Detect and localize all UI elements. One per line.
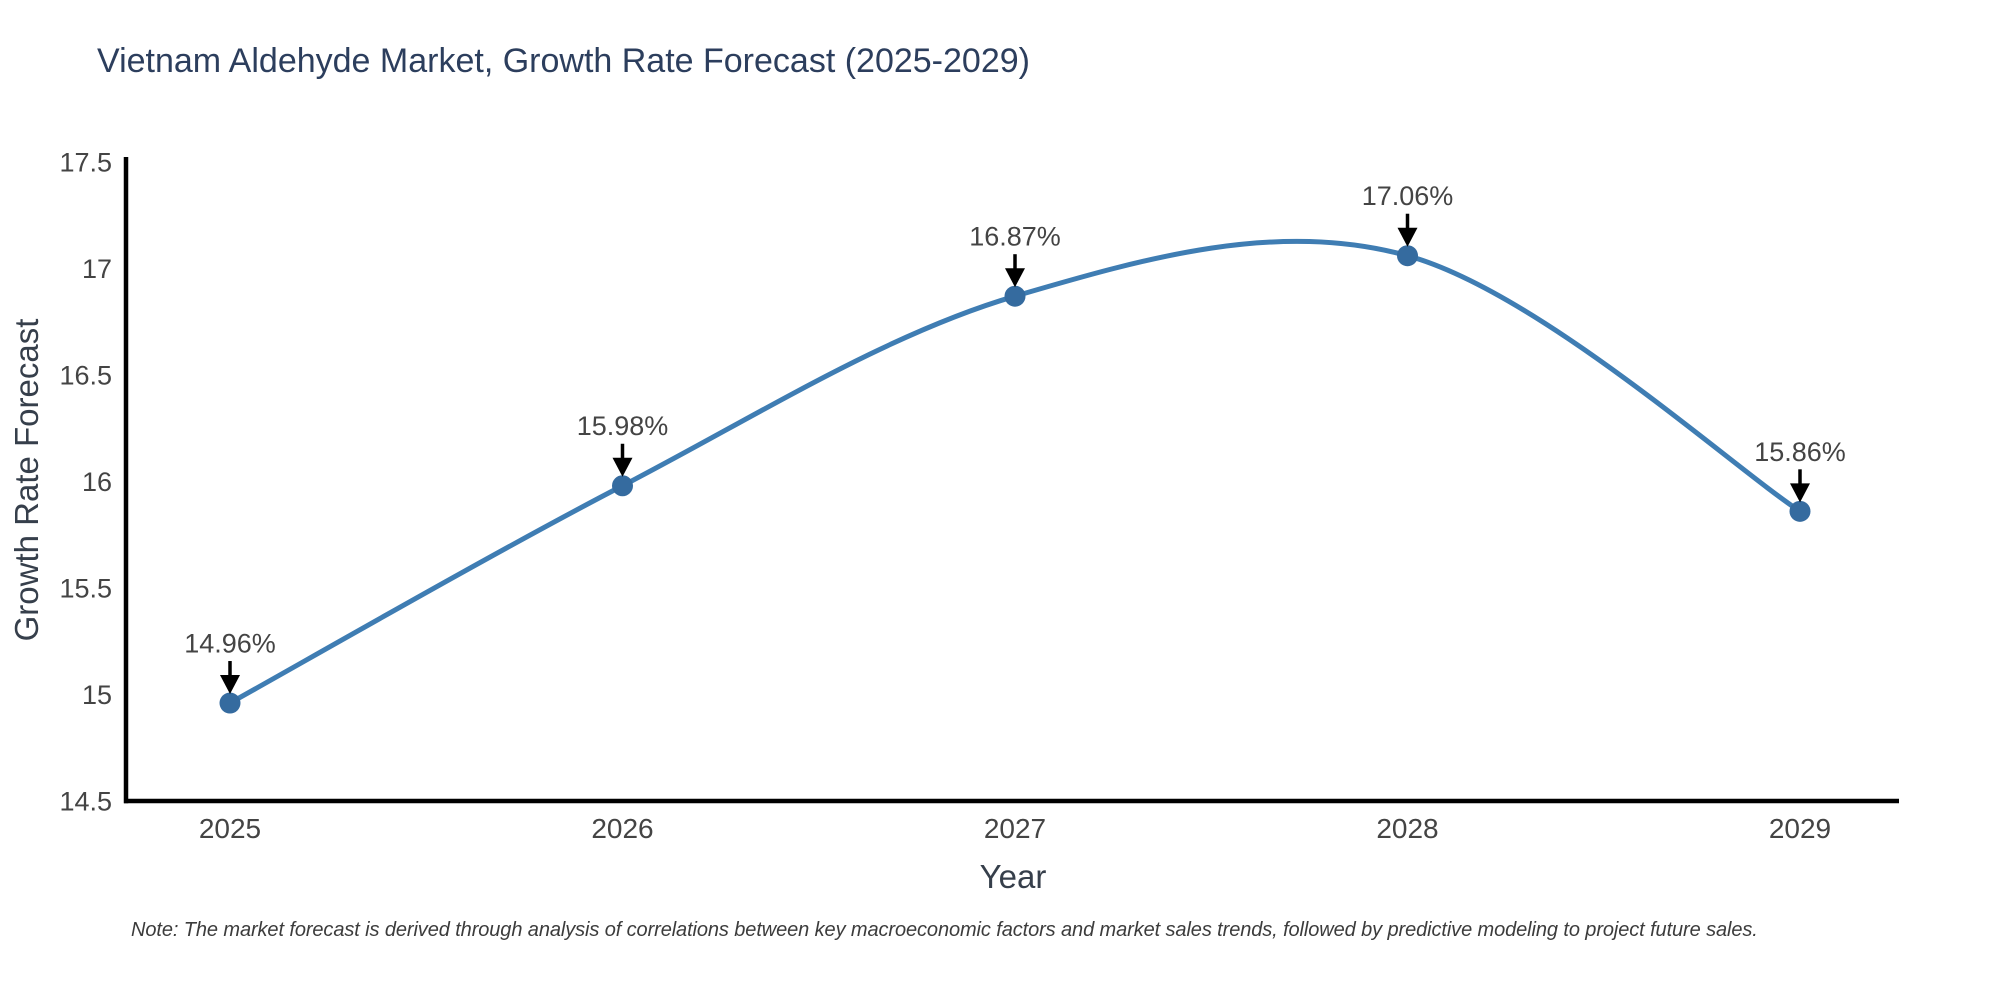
y-tick-label: 15.5	[59, 573, 112, 603]
y-tick-label: 15	[82, 680, 112, 710]
data-point-marker	[1004, 285, 1026, 307]
data-point-label: 16.87%	[969, 222, 1061, 252]
chart-title: Vietnam Aldehyde Market, Growth Rate For…	[97, 42, 1030, 80]
x-tick-label: 2028	[1376, 813, 1438, 844]
annotation-arrowhead-icon	[612, 457, 633, 477]
y-tick-label: 16	[82, 467, 112, 497]
y-tick-label: 17	[82, 254, 112, 284]
y-axis-title: Growth Rate Forecast	[8, 318, 45, 642]
x-tick-label: 2026	[591, 813, 653, 844]
data-point-marker	[612, 475, 633, 497]
forecast-line	[227, 238, 1803, 706]
data-point-label: 14.96%	[184, 628, 276, 658]
y-tick-label: 14.5	[59, 786, 112, 816]
data-point-label: 15.98%	[577, 411, 669, 441]
x-tick-label: 2027	[984, 813, 1046, 844]
annotation-arrowhead-icon	[1005, 268, 1025, 288]
data-point-marker	[1789, 500, 1811, 522]
data-point-marker	[219, 692, 241, 714]
y-tick-label: 16.5	[59, 360, 112, 390]
x-tick-label: 2029	[1769, 813, 1831, 844]
footnote: Note: The market forecast is derived thr…	[131, 919, 1758, 941]
data-point-marker	[1397, 245, 1418, 267]
x-axis-title: Year	[979, 858, 1047, 895]
annotation-arrowhead-icon	[1790, 483, 1810, 503]
annotation-arrowhead-icon	[1397, 227, 1418, 247]
data-point-label: 17.06%	[1362, 181, 1454, 211]
annotation-arrowhead-icon	[220, 675, 240, 695]
y-tick-label: 17.5	[59, 147, 112, 177]
data-point-label: 15.86%	[1754, 437, 1846, 467]
x-tick-label: 2025	[199, 813, 261, 844]
